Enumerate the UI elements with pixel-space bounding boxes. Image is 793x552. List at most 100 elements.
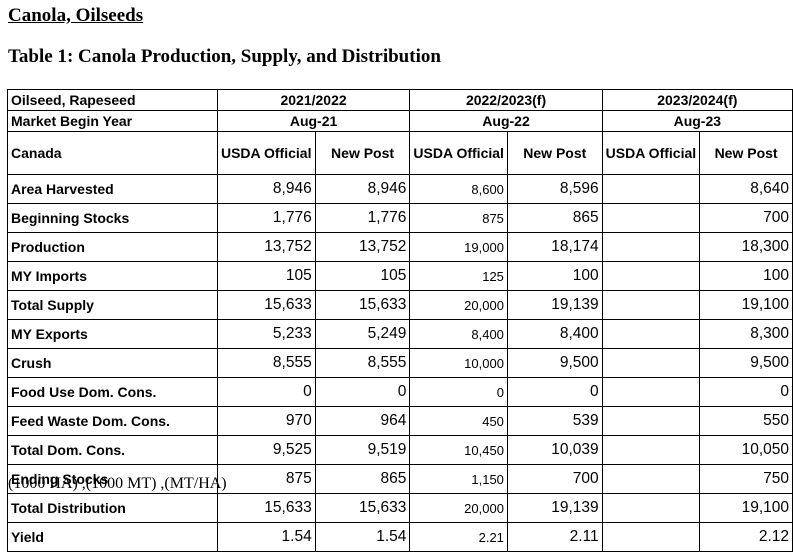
table-cell: 13,752 (216, 232, 316, 262)
table-row: MY Exports 5,233 5,249 8,400 8,400 8,300 (7, 319, 793, 349)
table-cell: 19,139 (506, 290, 603, 320)
table-cell: 13,752 (314, 232, 411, 262)
table-cell: 8,946 (314, 174, 411, 204)
header-row-commodity: Oilseed, Rapeseed 2021/2022 2022/2023(f)… (7, 89, 793, 111)
table-cell: 105 (314, 261, 411, 291)
table-cell: 19,000 (409, 232, 508, 262)
table-cell: 18,174 (506, 232, 603, 262)
table-cell: 1,776 (314, 203, 411, 233)
table-cell (601, 319, 701, 349)
begin-month-1: Aug-21 (216, 110, 411, 132)
table-cell: 10,450 (409, 435, 508, 465)
table-cell: 0 (409, 377, 508, 407)
row-label: MY Exports (7, 319, 218, 349)
header-row-begin-year: Market Begin Year Aug-21 Aug-22 Aug-23 (7, 110, 793, 132)
table-cell: 9,500 (699, 348, 793, 378)
table-cell (601, 493, 701, 523)
table-cell: 10,039 (506, 435, 603, 465)
table-cell: 1.54 (216, 522, 316, 552)
year-header-1: 2021/2022 (216, 89, 411, 111)
row-label: Total Supply (7, 290, 218, 320)
table-cell (601, 464, 701, 494)
row-label: Production (7, 232, 218, 262)
table-cell (601, 174, 701, 204)
table-row: MY Imports 105 105 125 100 100 (7, 261, 793, 291)
col-usda-official-2: USDA Official (409, 131, 508, 175)
table-cell: 125 (409, 261, 508, 291)
table-cell: 539 (506, 406, 603, 436)
table-cell: 450 (409, 406, 508, 436)
table-cell: 8,640 (699, 174, 793, 204)
table-cell: 700 (506, 464, 603, 494)
table-cell: 8,400 (409, 319, 508, 349)
table-cell: 0 (216, 377, 316, 407)
table-cell: 1.54 (314, 522, 411, 552)
table-row: Yield 1.54 1.54 2.21 2.11 2.12 (7, 522, 793, 552)
table-cell: 10,000 (409, 348, 508, 378)
table-row: Beginning Stocks 1,776 1,776 875 865 700 (7, 203, 793, 233)
table-cell: 19,100 (699, 493, 793, 523)
table-cell: 15,633 (314, 493, 411, 523)
table-cell: 15,633 (216, 290, 316, 320)
table-row: Total Distribution 15,633 15,633 20,000 19,1… (7, 493, 793, 523)
table-cell (601, 348, 701, 378)
col-new-post-3: New Post (699, 131, 793, 175)
table-cell: 9,500 (506, 348, 603, 378)
table-cell: 0 (506, 377, 603, 407)
table-cell: 865 (506, 203, 603, 233)
row-label: Crush (7, 348, 218, 378)
table-cell: 10,050 (699, 435, 793, 465)
table-cell: 8,600 (409, 174, 508, 204)
table-cell: 105 (216, 261, 316, 291)
table-cell: 964 (314, 406, 411, 436)
table-row: Total Supply 15,633 15,633 20,000 19,139 19,1… (7, 290, 793, 320)
psd-table: Oilseed, Rapeseed 2021/2022 2022/2023(f)… (7, 89, 793, 552)
table-cell: 2.11 (506, 522, 603, 552)
table-cell: 2.12 (699, 522, 793, 552)
table-cell: 8,400 (506, 319, 603, 349)
table-row: Production 13,752 13,752 19,000 18,174 18,300 (7, 232, 793, 262)
table-cell: 8,555 (216, 348, 316, 378)
table-cell: 700 (699, 203, 793, 233)
table-cell: 1,776 (216, 203, 316, 233)
commodity-label: Oilseed, Rapeseed (7, 89, 218, 111)
table-row: Area Harvested 8,946 8,946 8,600 8,596 8,640 (7, 174, 793, 204)
table-cell: 875 (216, 464, 316, 494)
header-row-columns: Canada USDA Official New Post USDA Offic… (7, 131, 793, 175)
table-cell: 0 (699, 377, 793, 407)
table-row: Total Dom. Cons. 9,525 9,519 10,450 10,039 10… (7, 435, 793, 465)
table-cell: 18,300 (699, 232, 793, 262)
table-cell: 100 (699, 261, 793, 291)
market-begin-label: Market Begin Year (7, 110, 218, 132)
table-cell: 8,300 (699, 319, 793, 349)
table-cell: 8,555 (314, 348, 411, 378)
col-usda-official-3: USDA Official (601, 131, 701, 175)
page-heading: Canola, Oilseeds (8, 5, 144, 26)
table-cell: 970 (216, 406, 316, 436)
col-new-post-1: New Post (314, 131, 411, 175)
table-cell: 5,249 (314, 319, 411, 349)
table-row: Food Use Dom. Cons. 0 0 0 0 0 (7, 377, 793, 407)
table-cell: 5,233 (216, 319, 316, 349)
country-label: Canada (7, 131, 218, 175)
table-cell: 20,000 (409, 290, 508, 320)
row-label: Ending Stocks (7, 464, 218, 494)
table-cell: 9,519 (314, 435, 411, 465)
table-cell: 100 (506, 261, 603, 291)
table-cell (601, 232, 701, 262)
table-cell (601, 406, 701, 436)
table-cell: 2.21 (409, 522, 508, 552)
begin-month-3: Aug-23 (601, 110, 793, 132)
table-cell: 875 (409, 203, 508, 233)
table-cell: 20,000 (409, 493, 508, 523)
table-cell (601, 377, 701, 407)
units-note: (1000 HA) ,(1000 MT) ,(MT/HA) (8, 475, 227, 492)
row-label: Total Dom. Cons. (7, 435, 218, 465)
table-cell (601, 522, 701, 552)
begin-month-2: Aug-22 (409, 110, 603, 132)
table-cell: 8,596 (506, 174, 603, 204)
row-label: Food Use Dom. Cons. (7, 377, 218, 407)
table-row: Crush 8,555 8,555 10,000 9,500 9,500 (7, 348, 793, 378)
table-cell: 550 (699, 406, 793, 436)
year-header-3: 2023/2024(f) (601, 89, 793, 111)
